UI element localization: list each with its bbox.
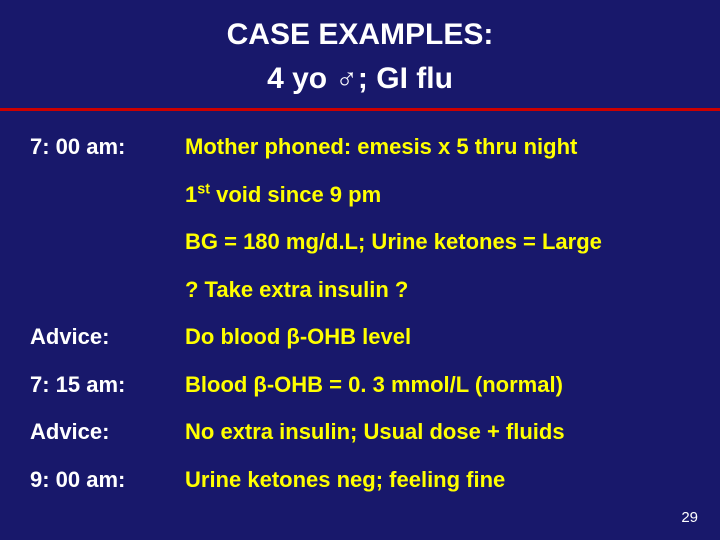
- page-number: 29: [681, 509, 698, 526]
- row-label: 9: 00 am:: [30, 466, 185, 514]
- row-value: ? Take extra insulin ?: [185, 276, 690, 324]
- table-row: 7: 00 am:Mother phoned: emesis x 5 thru …: [30, 133, 690, 181]
- row-label: 7: 00 am:: [30, 133, 185, 181]
- row-value: BG = 180 mg/d.L; Urine ketones = Large: [185, 228, 690, 276]
- row-label: [30, 181, 185, 229]
- row-value: 1st void since 9 pm: [185, 181, 690, 229]
- title-line-2: 4 yo ♂; GI flu: [30, 62, 690, 96]
- table-row: 1st void since 9 pm: [30, 181, 690, 229]
- row-value: Blood β-OHB = 0. 3 mmol/L (normal): [185, 371, 690, 419]
- row-value: No extra insulin; Usual dose + fluids: [185, 418, 690, 466]
- title-divider: [0, 108, 720, 111]
- content-tbody: 7: 00 am:Mother phoned: emesis x 5 thru …: [30, 133, 690, 513]
- table-row: 9: 00 am:Urine ketones neg; feeling fine: [30, 466, 690, 514]
- title-line-1: CASE EXAMPLES:: [30, 18, 690, 52]
- row-label: Advice:: [30, 323, 185, 371]
- table-row: Advice:Do blood β-OHB level: [30, 323, 690, 371]
- row-label: Advice:: [30, 418, 185, 466]
- row-value: Urine ketones neg; feeling fine: [185, 466, 690, 514]
- title-block: CASE EXAMPLES: 4 yo ♂; GI flu: [30, 18, 690, 96]
- row-label: 7: 15 am:: [30, 371, 185, 419]
- row-value: Mother phoned: emesis x 5 thru night: [185, 133, 690, 181]
- row-label: [30, 276, 185, 324]
- table-row: 7: 15 am:Blood β-OHB = 0. 3 mmol/L (norm…: [30, 371, 690, 419]
- table-row: Advice:No extra insulin; Usual dose + fl…: [30, 418, 690, 466]
- table-row: ? Take extra insulin ?: [30, 276, 690, 324]
- slide: CASE EXAMPLES: 4 yo ♂; GI flu 7: 00 am:M…: [0, 0, 720, 540]
- row-value: Do blood β-OHB level: [185, 323, 690, 371]
- content-table: 7: 00 am:Mother phoned: emesis x 5 thru …: [30, 133, 690, 513]
- row-label: [30, 228, 185, 276]
- table-row: BG = 180 mg/d.L; Urine ketones = Large: [30, 228, 690, 276]
